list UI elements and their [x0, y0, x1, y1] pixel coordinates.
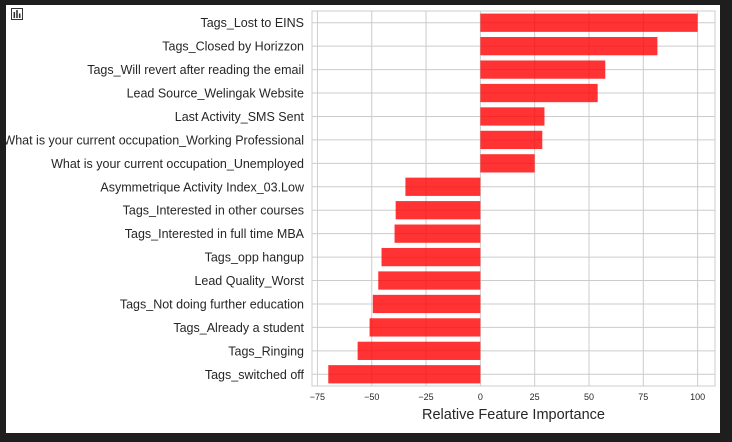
bar — [357, 341, 481, 360]
plot-frame — [311, 10, 716, 387]
y-tick-label: What is your current occupation_Unemploy… — [51, 157, 304, 171]
bar — [405, 177, 481, 196]
x-tick-label: 75 — [638, 392, 648, 402]
bar — [480, 130, 543, 150]
bar — [328, 365, 481, 384]
y-tick-labels: Tags_Lost to EINS Tags_Closed by Horizzon… — [6, 16, 305, 382]
bar — [381, 247, 481, 267]
y-tick-label: Lead Quality_Worst — [194, 274, 304, 288]
bar — [369, 318, 481, 337]
bar — [394, 224, 481, 243]
bar — [480, 60, 606, 79]
y-tick-label: Tags_Ringing — [228, 344, 304, 358]
chart: Tags_Lost to EINS Tags_Closed by Horizzon… — [6, 10, 716, 423]
x-tick-labels: −75 −50 −25 0 25 50 75 100 — [310, 392, 705, 402]
x-tick-label: 25 — [530, 392, 540, 402]
y-tick-label: Asymmetrique Activity Index_03.Low — [100, 180, 305, 194]
bar — [395, 201, 481, 220]
bar-chart-icon[interactable] — [11, 8, 23, 20]
bar — [378, 271, 481, 290]
y-tick-label: Tags_Interested in other courses — [123, 204, 304, 218]
bar — [480, 154, 535, 173]
y-tick-label: Lead Source_Welingak Website — [127, 87, 304, 101]
x-tick-label: −50 — [364, 392, 379, 402]
bar — [480, 83, 598, 103]
y-tick-label: Last Activity_SMS Sent — [175, 110, 305, 124]
x-tick-label: −75 — [310, 392, 325, 402]
bar — [480, 37, 658, 56]
x-tick-label: 0 — [478, 392, 483, 402]
x-tick-label: 100 — [690, 392, 705, 402]
bars-layer — [328, 13, 698, 384]
x-tick-label: 50 — [584, 392, 594, 402]
y-tick-label: Tags_Not doing further education — [120, 297, 304, 311]
y-tick-label: Tags_Already a student — [173, 321, 304, 335]
x-tick-label: −25 — [418, 392, 433, 402]
y-tick-label: Tags_Interested in full time MBA — [125, 227, 305, 241]
y-tick-label: Tags_Lost to EINS — [200, 16, 304, 30]
y-tick-label: Tags_Closed by Horizzon — [162, 40, 304, 54]
y-tick-label: What is your current occupation_Working … — [6, 133, 304, 147]
figure-panel: Tags_Lost to EINS Tags_Closed by Horizzon… — [6, 5, 720, 433]
y-tick-label: Tags_switched off — [205, 368, 305, 382]
x-axis-label: Relative Feature Importance — [422, 407, 605, 423]
y-tick-label: Tags_Will revert after reading the email — [87, 63, 304, 77]
y-tick-label: Tags_opp hangup — [205, 251, 304, 265]
bar — [372, 294, 481, 314]
bar — [480, 107, 545, 126]
bar — [480, 13, 698, 32]
